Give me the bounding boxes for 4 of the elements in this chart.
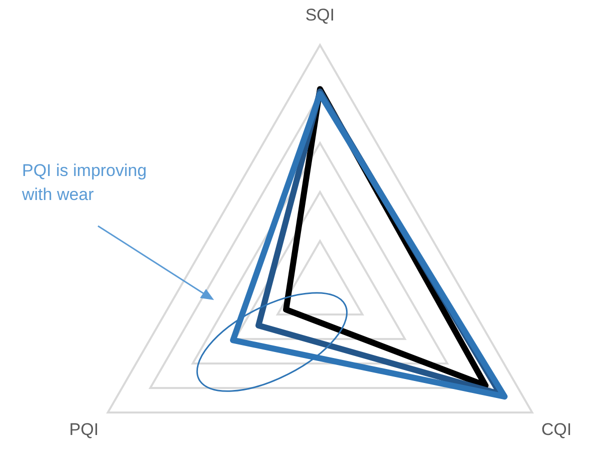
spoke-label: SQI [305,6,335,24]
spoke-label: PQI [69,420,99,439]
text: PQI is improving with wear [21,161,147,204]
spoke-label: CQI [541,420,572,439]
